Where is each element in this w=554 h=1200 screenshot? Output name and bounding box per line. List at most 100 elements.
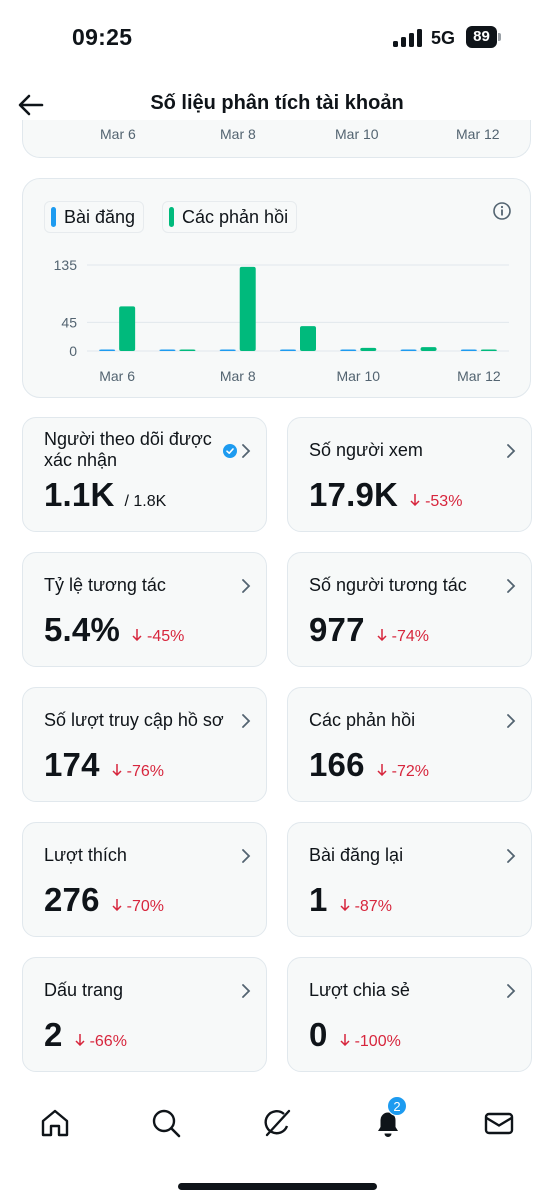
stat-change-value: -76%: [126, 763, 165, 780]
tick-label: Mar 10: [335, 126, 379, 142]
search-icon: [152, 1109, 181, 1138]
notification-badge: 2: [387, 1096, 407, 1116]
tick-label: Mar 8: [220, 126, 256, 142]
stat-value: 17.9K: [309, 476, 399, 513]
tab-grok[interactable]: [260, 1106, 294, 1140]
chart-bar[interactable]: [480, 349, 497, 352]
arrow-down-icon: [410, 494, 420, 506]
stat-change: -87%: [340, 898, 392, 916]
x-tick-label: Mar 10: [336, 368, 380, 384]
chevron-right-icon: [242, 984, 251, 998]
stat-card-verified-followers[interactable]: Người theo dõi được xác nhận 1.1K / 1.8K: [22, 417, 267, 532]
info-icon[interactable]: [492, 201, 512, 221]
stat-value-row: 276 -70%: [44, 881, 164, 919]
chevron-right-icon: [507, 714, 516, 728]
chart-bar[interactable]: [340, 349, 357, 352]
stat-change-value: -70%: [126, 898, 165, 915]
stat-card-reposts[interactable]: Bài đăng lại 1 -87%: [287, 822, 532, 937]
chart-bar[interactable]: [300, 326, 316, 351]
arrow-down-icon: [132, 629, 142, 641]
chart-bar[interactable]: [420, 347, 437, 351]
stat-card-bookmarks[interactable]: Dấu trang 2 -66%: [22, 957, 267, 1072]
legend-replies[interactable]: Các phản hồi: [162, 201, 298, 233]
stat-value-row: 5.4% -45%: [44, 611, 184, 649]
stat-value: 1.1K: [44, 476, 115, 513]
tab-home[interactable]: [38, 1106, 72, 1140]
stat-label: Người theo dõi được xác nhận: [44, 429, 212, 470]
tab-messages[interactable]: [482, 1106, 516, 1140]
x-tick-label: Mar 6: [99, 368, 135, 384]
stat-card-shares[interactable]: Lượt chia sẻ 0 -100%: [287, 957, 532, 1072]
stat-value-row: 2 -66%: [44, 1016, 127, 1054]
grok-icon: [264, 1109, 291, 1137]
arrow-down-icon: [340, 1034, 350, 1046]
y-tick-label: 45: [61, 314, 77, 330]
tab-search[interactable]: [149, 1106, 183, 1140]
chart-bar[interactable]: [179, 349, 196, 352]
tick-label: Mar 12: [456, 126, 500, 142]
stat-value-row: 1.1K / 1.8K: [44, 476, 166, 514]
chart-bar[interactable]: [239, 266, 256, 351]
chevron-right-icon: [242, 579, 251, 593]
tab-notifications[interactable]: 2: [371, 1096, 407, 1140]
stat-value: 174: [44, 746, 100, 783]
stat-label: Các phản hồi: [309, 710, 416, 730]
stat-card-viewers[interactable]: Số người xem 17.9K -53%: [287, 417, 532, 532]
chart-bar[interactable]: [460, 349, 477, 352]
stat-change: -70%: [112, 898, 164, 916]
stat-change-value: -74%: [391, 628, 430, 645]
chart-bar[interactable]: [99, 349, 116, 352]
chart-bar[interactable]: [400, 349, 417, 352]
arrow-down-icon: [112, 764, 122, 776]
stat-change: -53%: [410, 493, 462, 511]
stat-card-replies[interactable]: Các phản hồi 166 -72%: [287, 687, 532, 802]
arrow-down-icon: [377, 629, 387, 641]
chart-bar[interactable]: [159, 349, 176, 352]
tab-bar: 2: [0, 1090, 554, 1160]
status-time: 09:25: [72, 24, 133, 50]
battery-level: 89: [466, 26, 497, 48]
legend-label: Bài đăng: [64, 206, 136, 227]
header: Số liệu phân tích tài khoản: [0, 76, 554, 132]
stat-value: 1: [309, 881, 328, 918]
stat-change: -100%: [340, 1033, 401, 1051]
stat-card-engaged-users[interactable]: Số người tương tác 977 -74%: [287, 552, 532, 667]
chart-bar[interactable]: [360, 347, 377, 351]
mail-icon: [484, 1112, 514, 1135]
y-tick-label: 135: [54, 257, 78, 273]
stat-label: Lượt thích: [44, 845, 127, 865]
chart-bar[interactable]: [219, 349, 236, 352]
stat-card-engagement-rate[interactable]: Tỷ lệ tương tác 5.4% -45%: [22, 552, 267, 667]
back-button[interactable]: [16, 90, 46, 120]
arrow-left-icon: [18, 94, 44, 116]
home-indicator: [178, 1183, 377, 1190]
chevron-right-icon: [242, 849, 251, 863]
stat-change: -66%: [75, 1033, 127, 1051]
stat-card-profile-visits[interactable]: Số lượt truy cập hồ sơ 174 -76%: [22, 687, 267, 802]
stat-value: 977: [309, 611, 365, 648]
stat-change: -76%: [112, 763, 164, 781]
legend-swatch: [51, 207, 56, 227]
stat-label: Dấu trang: [44, 980, 124, 1000]
home-icon: [41, 1109, 69, 1137]
legend-swatch: [169, 207, 174, 227]
stat-card-likes[interactable]: Lượt thích 276 -70%: [22, 822, 267, 937]
stat-value: 5.4%: [44, 611, 121, 648]
stat-change-value: -53%: [425, 493, 463, 510]
stat-change-value: -45%: [147, 628, 185, 645]
chevron-right-icon: [507, 579, 516, 593]
chevron-right-icon: [242, 714, 251, 728]
chevron-right-icon: [507, 444, 516, 458]
stat-change-value: -66%: [89, 1033, 127, 1050]
chart-bar[interactable]: [119, 306, 136, 351]
stat-value-row: 166 -72%: [309, 746, 429, 784]
status-bar: 09:25 5G 89: [0, 0, 554, 76]
network-type: 5G: [431, 28, 456, 48]
legend-posts[interactable]: Bài đăng: [44, 201, 145, 233]
stat-value-row: 174 -76%: [44, 746, 164, 784]
chart-bar[interactable]: [280, 349, 296, 352]
x-tick-label: Mar 8: [220, 368, 256, 384]
arrow-down-icon: [75, 1034, 85, 1046]
arrow-down-icon: [112, 899, 122, 911]
stat-change: -72%: [377, 763, 429, 781]
